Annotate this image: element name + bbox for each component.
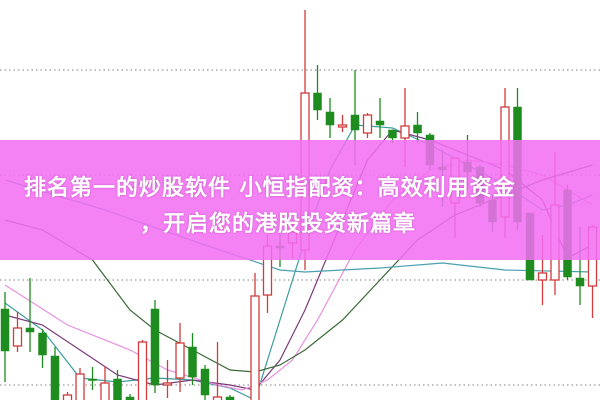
candle-body bbox=[62, 394, 73, 400]
candle-body bbox=[188, 346, 197, 378]
candle-body bbox=[125, 396, 135, 400]
candle-body bbox=[337, 124, 348, 128]
candle-body bbox=[413, 124, 422, 134]
candle-body bbox=[250, 295, 260, 400]
candle-body bbox=[175, 342, 185, 379]
candle-body bbox=[400, 125, 410, 139]
candle-body bbox=[325, 111, 335, 126]
candle-body bbox=[0, 308, 10, 352]
candle-body bbox=[12, 327, 23, 347]
candle-body bbox=[25, 327, 35, 333]
candle-body bbox=[150, 308, 160, 386]
candle-body bbox=[388, 129, 397, 139]
candle-body bbox=[212, 396, 223, 400]
candle-body bbox=[162, 382, 173, 386]
candle-body bbox=[350, 114, 360, 131]
candle-body bbox=[313, 92, 322, 111]
candle-body bbox=[537, 272, 548, 281]
candle-body bbox=[50, 355, 60, 400]
candle-body bbox=[88, 378, 97, 381]
candle-body bbox=[362, 114, 373, 134]
title-banner: 排名第一的炒股软件 小恒指配资：高效利用资金 ，开启您的港股投资新篇章 bbox=[0, 140, 600, 260]
candle-body bbox=[575, 277, 585, 287]
candle-body bbox=[137, 341, 148, 400]
candle-body bbox=[100, 382, 110, 400]
candle-body bbox=[113, 378, 122, 400]
candle-body bbox=[375, 120, 385, 126]
title-line-1: 排名第一的炒股软件 小恒指配资：高效利用资金 bbox=[24, 176, 516, 201]
candle-body bbox=[225, 396, 235, 400]
candle-body bbox=[75, 373, 85, 400]
candle-body bbox=[200, 368, 210, 396]
candle-body bbox=[38, 332, 47, 356]
title-line-2: ，开启您的港股投资新篇章 bbox=[140, 212, 417, 237]
